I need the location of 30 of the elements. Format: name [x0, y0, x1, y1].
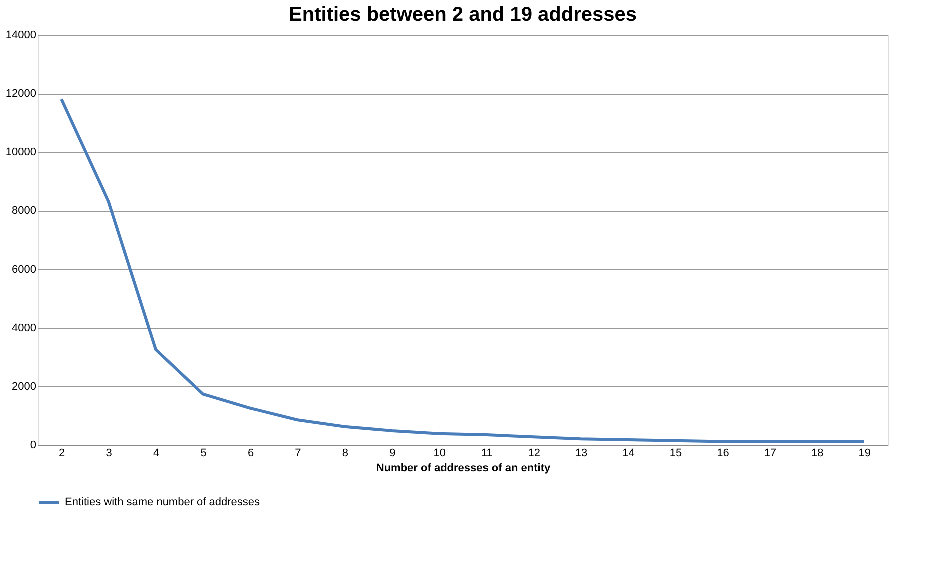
line-series	[60, 98, 866, 444]
x-tick-label: 15	[670, 448, 682, 460]
x-tick-label: 12	[528, 448, 540, 460]
y-tick-label: 4000	[12, 322, 36, 334]
y-tick-label: 6000	[12, 264, 36, 276]
y-tick-label: 12000	[6, 88, 36, 100]
x-tick-label: 17	[764, 448, 777, 460]
x-tick-label: 5	[200, 448, 207, 460]
y-tick-label: 8000	[12, 205, 36, 218]
x-tick-label: 3	[106, 448, 112, 460]
x-tick-label: 11	[481, 448, 493, 460]
y-tick-label: 0	[30, 440, 36, 452]
y-tick-label: 10000	[6, 146, 36, 159]
x-tick-label: 10	[434, 448, 446, 460]
x-tick-label: 6	[248, 448, 254, 460]
x-tick-label: 7	[295, 448, 302, 460]
x-tick-label: 2	[59, 448, 66, 460]
legend-label: Entities with same number of addresses	[65, 496, 261, 508]
x-axis-title: Number of addresses of an entity	[376, 462, 552, 474]
y-tick-label: 2000	[12, 380, 36, 393]
x-tick-label: 9	[390, 448, 396, 460]
x-tick-label: 18	[812, 448, 824, 460]
x-tick-label: 13	[575, 448, 588, 460]
x-tick-label: 8	[342, 448, 349, 460]
y-tick-label: 14000	[6, 30, 36, 42]
x-tick-label: 4	[153, 448, 160, 460]
x-tick-label: 14	[622, 448, 635, 460]
x-tick-label: 19	[858, 448, 872, 460]
x-tick-label: 16	[717, 448, 730, 460]
chart-title: Entities between 2 and 19 addresses	[289, 4, 637, 26]
